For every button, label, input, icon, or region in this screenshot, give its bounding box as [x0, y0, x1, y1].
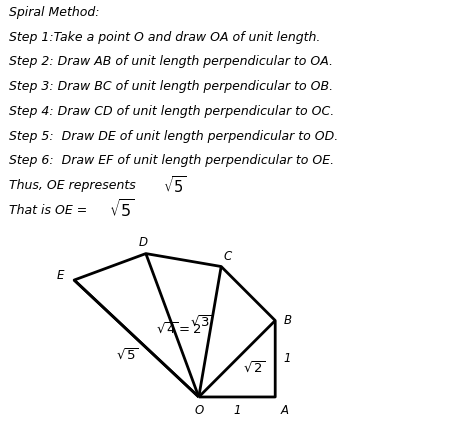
Text: Step 1:Take a point O and draw OA of unit length.: Step 1:Take a point O and draw OA of uni…	[9, 30, 320, 44]
Text: That is OE =: That is OE =	[9, 204, 91, 217]
Text: Step 5:  Draw DE of unit length perpendicular to OD.: Step 5: Draw DE of unit length perpendic…	[9, 130, 338, 143]
Text: Step 2: Draw AB of unit length perpendicular to OA.: Step 2: Draw AB of unit length perpendic…	[9, 55, 332, 68]
Text: D: D	[138, 236, 147, 249]
Text: $\sqrt{5}$: $\sqrt{5}$	[116, 348, 138, 363]
Text: B: B	[283, 314, 291, 327]
Text: C: C	[224, 250, 232, 263]
Text: Thus, OE represents: Thus, OE represents	[9, 179, 140, 192]
Text: Spiral Method:: Spiral Method:	[9, 6, 100, 19]
Text: E: E	[56, 269, 64, 282]
Text: Step 4: Draw CD of unit length perpendicular to OC.: Step 4: Draw CD of unit length perpendic…	[9, 105, 334, 118]
Text: $\sqrt{3}$: $\sqrt{3}$	[189, 315, 212, 330]
Text: $\sqrt{4}=2$: $\sqrt{4}=2$	[155, 321, 201, 337]
Text: Step 6:  Draw EF of unit length perpendicular to OE.: Step 6: Draw EF of unit length perpendic…	[9, 154, 334, 167]
Text: 1: 1	[282, 352, 290, 365]
Text: O: O	[194, 404, 203, 417]
Text: 1: 1	[233, 404, 240, 417]
Text: Step 3: Draw BC of unit length perpendicular to OB.: Step 3: Draw BC of unit length perpendic…	[9, 80, 332, 93]
Text: $\sqrt{5}$: $\sqrt{5}$	[163, 175, 187, 196]
Text: $\sqrt{5}$: $\sqrt{5}$	[109, 199, 135, 221]
Text: A: A	[280, 404, 288, 417]
Text: $\sqrt{2}$: $\sqrt{2}$	[242, 360, 264, 375]
